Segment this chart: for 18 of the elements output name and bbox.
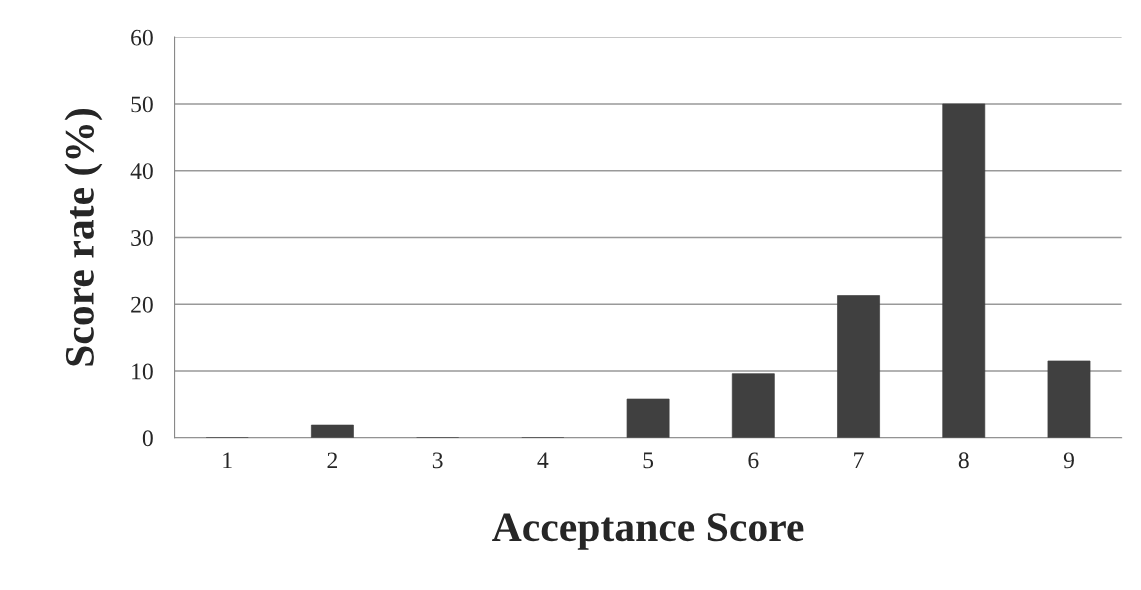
x-tick-label: 3 xyxy=(432,452,443,469)
y-tick-label: 20 xyxy=(131,296,153,313)
y-tick-label: 30 xyxy=(131,229,153,246)
x-axis-title: Acceptance Score xyxy=(492,513,804,550)
y-tick-label: 10 xyxy=(132,363,153,380)
x-tick-label: 4 xyxy=(537,452,549,469)
y-axis-title: Score rate (%) xyxy=(64,108,103,366)
y-tick-label: 60 xyxy=(131,29,153,46)
x-tick-label: 2 xyxy=(327,452,338,469)
x-tick-label: 8 xyxy=(958,452,969,469)
y-tick-label: 0 xyxy=(142,430,153,447)
x-tick-label: 6 xyxy=(748,452,759,469)
y-tick-label: 50 xyxy=(131,96,153,113)
y-tick-label: 40 xyxy=(130,163,153,180)
x-tick-label: 9 xyxy=(1063,452,1074,469)
x-tick-label: 7 xyxy=(854,452,864,469)
x-tick-label: 5 xyxy=(643,452,654,469)
x-tick-label: 1 xyxy=(223,452,232,469)
